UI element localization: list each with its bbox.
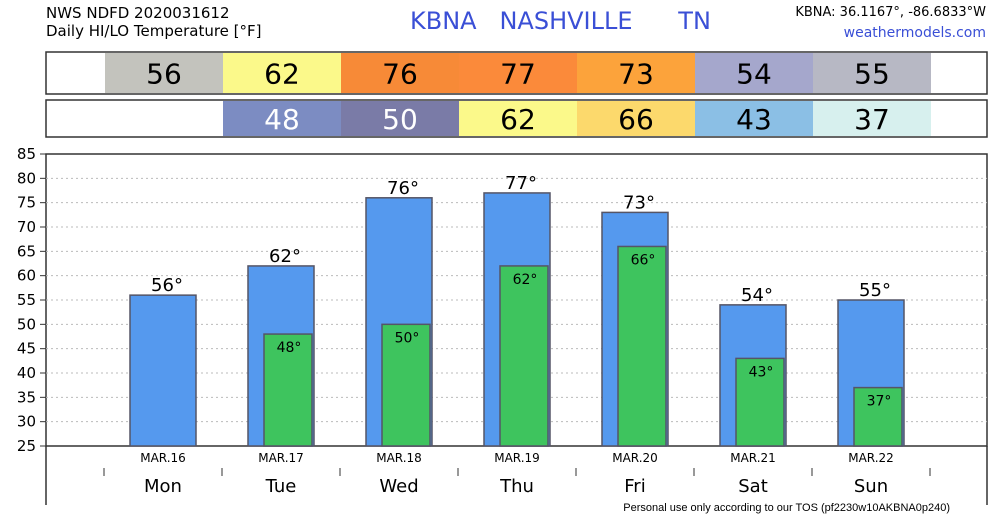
date-label: MAR.21	[730, 451, 776, 465]
hi-bar-label: 73°	[623, 192, 655, 213]
plot-area: 25 30 35 40 45 50 55 60 65 70 75 80 85 56° MAR.16 Mon 62…	[17, 145, 988, 505]
hi-strip-cell	[695, 53, 813, 93]
lo-bar-label: 43°	[749, 364, 774, 380]
day-label: Thu	[499, 476, 534, 497]
date-label: MAR.22	[848, 451, 894, 465]
date-label: MAR.17	[258, 451, 304, 465]
y-tick-label: 35	[17, 388, 36, 406]
hi-bar-label: 76°	[387, 178, 419, 199]
lo-strip-cell	[459, 101, 577, 136]
lo-strip-value: 43	[736, 103, 772, 136]
lo-bar	[735, 357, 785, 447]
lo-bar	[853, 386, 903, 447]
hi-bar-label: 55°	[859, 280, 891, 301]
lo-bar	[381, 323, 431, 447]
lo-bar-label: 37°	[867, 394, 892, 410]
lo-strip-cell	[577, 101, 695, 136]
hi-strip-cell	[223, 53, 341, 93]
hi-bar-label: 77°	[505, 173, 537, 194]
station-coordinates: KBNA: 36.1167°, -86.6833°W	[795, 5, 986, 20]
y-tick-label: 65	[17, 242, 36, 260]
y-tick-label: 40	[17, 364, 36, 382]
lo-bar	[617, 245, 667, 447]
lo-bar-label: 66°	[631, 252, 656, 268]
lo-strip-cell	[695, 101, 813, 136]
y-tick-label: 45	[17, 340, 36, 358]
hi-bar-label: 54°	[741, 285, 773, 306]
date-label: MAR.19	[494, 451, 540, 465]
lo-strip-cell	[341, 101, 459, 136]
y-tick-label: 80	[17, 169, 36, 187]
day-label: Mon	[144, 476, 182, 497]
lo-strip-cell	[105, 101, 223, 136]
lo-bar	[263, 333, 313, 447]
day-label: Wed	[379, 476, 418, 497]
day-label: Fri	[624, 476, 645, 497]
lo-strip-cell	[223, 101, 341, 136]
lo-strip-value: 62	[500, 103, 536, 136]
date-label: MAR.18	[376, 451, 422, 465]
hi-strip-cell	[577, 53, 695, 93]
source-label: NWS NDFD 2020031612	[46, 4, 230, 22]
hi-strip-value: 54	[736, 58, 772, 91]
y-tick-label: 60	[17, 267, 36, 285]
y-tick-label: 85	[17, 145, 36, 163]
y-tick-label: 30	[17, 413, 36, 431]
lo-bar-label: 48°	[277, 340, 302, 356]
hi-strip-cell	[341, 53, 459, 93]
date-label: MAR.20	[612, 451, 658, 465]
hi-bar-label: 56°	[151, 275, 183, 296]
lo-strip-value: 48	[264, 103, 300, 136]
hi-strip-value: 76	[382, 58, 418, 91]
lo-strip-cell	[813, 101, 931, 136]
lo-strip-value: 50	[382, 103, 418, 136]
hi-strip-value: 55	[854, 58, 890, 91]
hi-strip-value: 77	[500, 58, 536, 91]
hi-strip-value: 73	[618, 58, 654, 91]
station-title: KBNA NASHVILLE TN	[410, 7, 711, 35]
hi-strip-value: 62	[264, 58, 300, 91]
y-tick-label: 75	[17, 194, 36, 212]
day-label: Tue	[265, 476, 297, 497]
chart-subtitle: Daily HI/LO Temperature [°F]	[46, 22, 262, 40]
lo-bar-label: 62°	[513, 272, 538, 288]
date-label: MAR.16	[140, 451, 186, 465]
hi-lo-strips: 56 62 76 77 73 54 55 48 50 62 66 43 37	[45, 51, 988, 138]
y-tick-label: 55	[17, 291, 36, 309]
hi-strip-cell	[105, 53, 223, 93]
site-link[interactable]: weathermodels.com	[843, 25, 986, 41]
lo-strip-value: 66	[618, 103, 654, 136]
day-label: Sat	[738, 476, 768, 497]
lo-bar	[499, 265, 549, 447]
lo-strip-value: 37	[854, 103, 890, 136]
hi-bar	[129, 294, 197, 447]
y-tick-label: 50	[17, 315, 36, 333]
tos-footer: Personal use only according to our TOS (…	[623, 502, 950, 514]
hi-strip-value: 56	[146, 58, 182, 91]
hi-strip-cell	[813, 53, 931, 93]
y-tick-label: 25	[17, 437, 36, 455]
lo-bar-label: 50°	[395, 330, 420, 346]
day-label: Sun	[854, 476, 888, 497]
hi-bar-label: 62°	[269, 246, 301, 267]
y-tick-label: 70	[17, 218, 36, 236]
hi-strip-cell	[459, 53, 577, 93]
